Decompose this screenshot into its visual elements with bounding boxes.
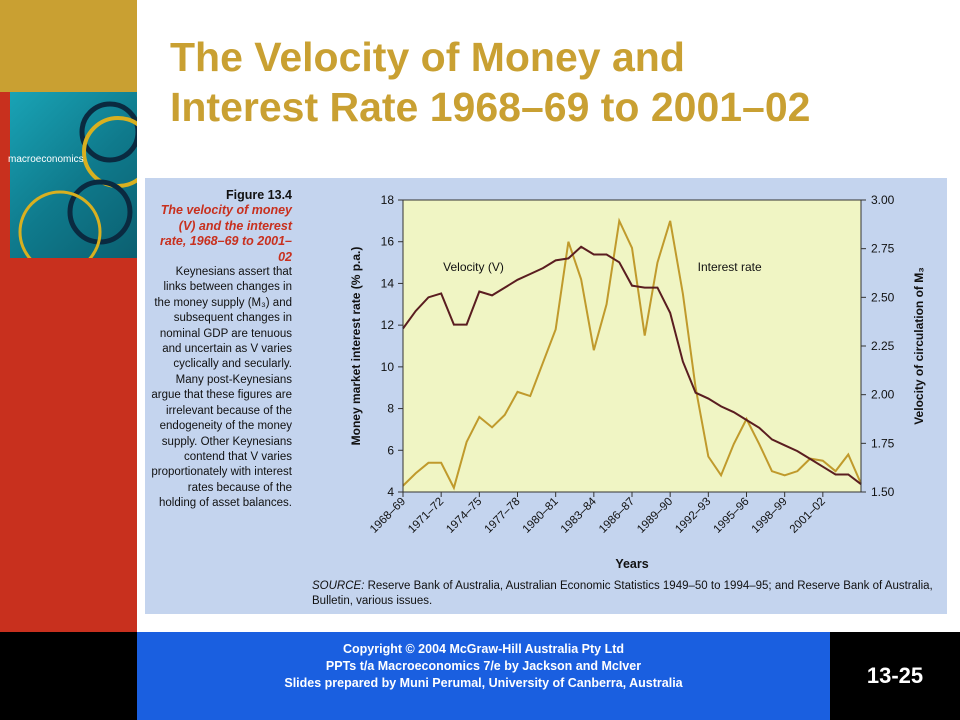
x-axis-title: Years — [615, 557, 648, 571]
x-tick-label: 1992–93 — [673, 496, 713, 536]
right-tick-label: 2.25 — [871, 339, 895, 353]
footer-copyright: Copyright © 2004 McGraw-Hill Australia P… — [137, 641, 830, 692]
right-tick-label: 2.75 — [871, 242, 895, 256]
x-tick-label: 2001–02 — [788, 496, 828, 536]
book-cover-image: macroeconomics — [0, 92, 137, 258]
x-tick-label: 1977–78 — [482, 496, 522, 536]
right-tick-label: 1.50 — [871, 485, 895, 499]
left-gold-band — [0, 0, 137, 92]
x-tick-label: 1998–99 — [750, 496, 790, 536]
velocity-line — [402, 245, 862, 486]
velocity-interest-chart: 4 6 8 10 12 14 16 18 1.50 1.75 2.00 2.25 2.50 2.75 3.… — [349, 193, 926, 571]
right-tick-label: 1.75 — [871, 436, 895, 450]
figure-title: The velocity of money (V) and the intere… — [159, 203, 292, 264]
x-axis-ticks: 1968–691971–721974–751977–781980–811983–… — [368, 492, 828, 536]
x-tick-label: 1980–81 — [521, 496, 561, 536]
x-tick-label: 1974–75 — [444, 496, 484, 536]
figure-caption: Figure 13.4 The velocity of money (V) an… — [150, 188, 292, 512]
footer-line-3: Slides prepared by Muni Perumal, Univers… — [284, 676, 683, 690]
left-axis-ticks: 4 6 8 10 12 14 16 18 — [381, 193, 403, 499]
figure-number: Figure 13.4 — [226, 188, 292, 202]
x-tick-label: 1995–96 — [711, 496, 751, 536]
right-tick-label: 2.50 — [871, 290, 895, 304]
left-tick-label: 18 — [381, 193, 395, 207]
x-tick-label: 1968–69 — [368, 496, 408, 536]
left-tick-label: 4 — [387, 485, 394, 499]
book-cover-swirl — [18, 101, 137, 258]
book-cover-title: macroeconomics — [8, 154, 84, 165]
right-axis-ticks: 1.50 1.75 2.00 2.25 2.50 2.75 3.00 — [861, 193, 895, 499]
figure-source: SOURCE: Reserve Bank of Australia, Austr… — [312, 579, 937, 609]
source-label: SOURCE: — [312, 580, 365, 592]
x-tick-label: 1986–87 — [597, 496, 637, 536]
right-axis-title: Velocity of circulation of M₃ — [912, 267, 926, 425]
plot-frame — [402, 199, 862, 493]
book-spine — [0, 92, 10, 258]
source-text: Reserve Bank of Australia, Australian Ec… — [312, 580, 933, 607]
footer-line-2: PPTs t/a Macroeconomics 7/e by Jackson a… — [325, 659, 642, 673]
right-tick-label: 2.00 — [871, 388, 895, 402]
left-tick-label: 12 — [381, 318, 395, 332]
slide-title-line-2: Interest Rate 1968–69 to 2001–02 — [170, 84, 811, 130]
slide-title-line-1: The Velocity of Money and — [170, 34, 685, 80]
interest-rate-series-label: Interest rate — [698, 260, 762, 274]
x-tick-label: 1989–90 — [635, 496, 675, 536]
footer-copyright-panel — [137, 632, 830, 720]
x-tick-label: 1971–72 — [406, 496, 446, 536]
right-tick-label: 3.00 — [871, 193, 895, 207]
left-tick-label: 8 — [387, 402, 394, 416]
velocity-series-label: Velocity (V) — [443, 260, 504, 274]
left-tick-label: 16 — [381, 235, 395, 249]
x-tick-label: 1983–84 — [559, 495, 600, 536]
footer-line-1: Copyright © 2004 McGraw-Hill Australia P… — [342, 642, 625, 656]
interest-rate-line — [402, 217, 862, 491]
left-tick-label: 10 — [381, 360, 395, 374]
left-tick-label: 14 — [381, 276, 395, 290]
figure-caption-body: Keynesians assert that links between cha… — [151, 266, 292, 510]
slide-page-number: 13-25 — [866, 663, 924, 688]
left-axis-title: Money market interest rate (% p.a.) — [349, 247, 363, 446]
left-red-band — [0, 258, 137, 632]
left-tick-label: 6 — [387, 443, 394, 457]
slide-title: The Velocity of Money and Interest Rate … — [170, 32, 940, 132]
